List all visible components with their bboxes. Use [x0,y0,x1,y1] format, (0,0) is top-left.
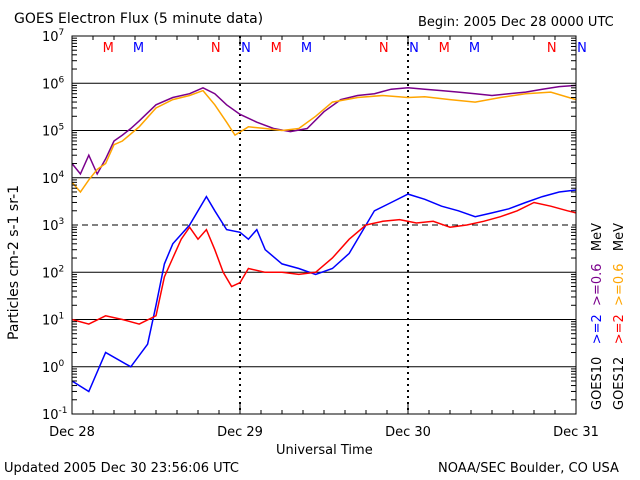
x-tick-label: Dec 29 [217,425,263,440]
series-line-goes12_2 [71,201,577,325]
y-tick-exponent: 2 [59,264,65,274]
top-marker-label: M [133,41,144,56]
series-line-goes10_2 [71,189,577,393]
legend-goes12-label: GOES12 [612,356,627,410]
begin-date: Begin: 2005 Dec 28 0000 UTC [418,15,614,30]
y-tick-label: 106 [42,75,65,92]
y-tick-exponent: 6 [59,75,65,85]
top-marker-label: N [547,41,557,56]
y-tick-exponent: 3 [59,217,65,227]
y-axis-label: Particles cm-2 s-1 sr-1 [6,184,22,340]
legend-goes10-2mev: >=2 [590,314,605,345]
x-tick-label: Dec 30 [385,425,431,440]
legend-goes10-unit: MeV [590,222,605,252]
y-tick-exponent: 7 [59,28,65,38]
top-marker-label: M [271,41,282,56]
footer-source: NOAA/SEC Boulder, CO USA [438,461,619,476]
y-tick-label: 103 [42,217,64,234]
y-tick-label: 105 [42,123,64,140]
series-line-goes10_06 [71,84,577,176]
y-tick-label: 107 [42,28,64,45]
chart-title: GOES Electron Flux (5 minute data) [14,11,264,27]
legend-goes10: GOES10 >=2 >=0.6 MeV [590,223,605,410]
legend-goes10-06mev: >=0.6 [590,263,605,306]
y-tick-exponent: 1 [59,312,65,322]
top-marker-label: N [379,41,389,56]
top-marker-label: M [439,41,450,56]
y-tick-exponent: 0 [59,359,65,369]
y-tick-label: 104 [42,170,65,187]
legend-goes12-2mev: >=2 [612,314,627,345]
y-tick-exponent: -1 [59,406,68,416]
legend-goes12-06mev: >=0.6 [612,263,627,306]
legend-goes12: GOES12 >=2 >=0.6 MeV [612,223,627,410]
top-marker-label: M [469,41,480,56]
legend-goes10-label: GOES10 [590,356,605,410]
top-marker-label: N [241,41,251,56]
y-tick-exponent: 5 [59,123,65,133]
x-axis-label: Universal Time [276,443,373,458]
series-line-goes12_06 [71,89,577,194]
footer-updated: Updated 2005 Dec 30 23:56:06 UTC [4,461,239,476]
y-tick-label: 100 [42,359,65,376]
y-tick-label: 10-1 [42,406,68,423]
top-marker-label: N [409,41,419,56]
y-tick-exponent: 4 [59,170,65,180]
top-marker-label: M [301,41,312,56]
y-tick-label: 102 [42,264,64,281]
y-tick-label: 101 [42,312,64,329]
x-tick-label: Dec 31 [553,425,599,440]
top-marker-label: N [211,41,221,56]
legend-goes12-unit: MeV [612,222,627,252]
x-tick-label: Dec 28 [49,425,95,440]
top-marker-label: M [103,41,114,56]
top-marker-label: N [577,41,587,56]
